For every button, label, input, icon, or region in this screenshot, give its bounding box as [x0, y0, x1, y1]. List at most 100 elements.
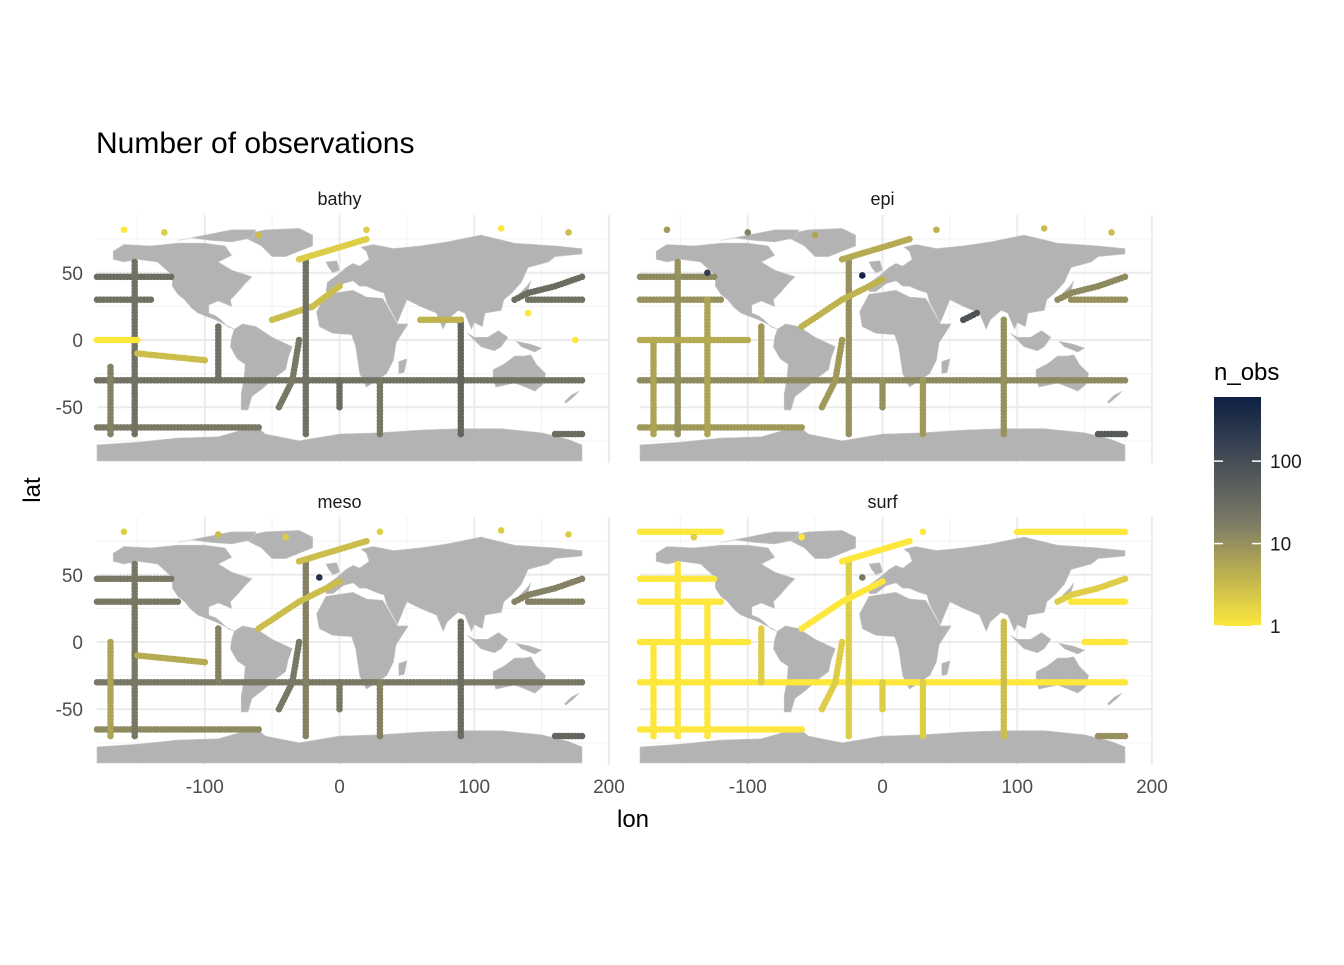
observation-point [255, 424, 262, 431]
observation-point [120, 226, 128, 234]
y-tick-label: 0 [72, 633, 83, 654]
x-tick-label: 100 [458, 777, 490, 798]
landmass [1107, 692, 1123, 706]
observation-point [879, 276, 886, 283]
y-tick-label: 50 [62, 566, 83, 587]
observation-point [1121, 296, 1129, 304]
land-layer [639, 228, 1126, 462]
observation-point [663, 226, 671, 234]
landmass [1010, 330, 1052, 352]
observation-point [376, 528, 384, 536]
observation-point [363, 235, 370, 243]
landmass [941, 358, 951, 374]
observation-point [336, 578, 343, 585]
landmass [492, 656, 546, 694]
observation-point [215, 323, 222, 330]
observation-point [134, 336, 141, 344]
observation-point [1108, 229, 1115, 236]
landmass [868, 562, 883, 576]
observation-point [315, 574, 323, 581]
observation-point [1121, 638, 1129, 646]
observation-point [1121, 598, 1129, 605]
observation-point [811, 231, 819, 239]
x-tick-label: 200 [593, 777, 625, 798]
observation-point [704, 269, 711, 277]
legend-title: n_obs [1214, 359, 1279, 386]
observation-point [457, 618, 465, 626]
observation-point [758, 625, 765, 632]
legend-colorbar [1214, 397, 1261, 626]
observation-point [107, 638, 114, 646]
landmass [783, 228, 856, 257]
observation-point [798, 533, 805, 541]
observation-point [674, 560, 681, 568]
observation-point [919, 377, 927, 384]
observation-point [858, 272, 866, 279]
landmass [1058, 642, 1086, 655]
landmass [859, 289, 952, 388]
observation-point [879, 679, 886, 686]
observation-point [167, 575, 175, 583]
observation-point [578, 679, 586, 686]
landmass [325, 562, 340, 576]
observation-point [214, 531, 222, 538]
observation-point [336, 679, 343, 686]
landmass [941, 660, 951, 676]
observation-point [457, 316, 465, 324]
observation-point [933, 226, 940, 234]
landmass [398, 358, 408, 374]
legend-tick-label: 10 [1270, 535, 1291, 556]
observation-point [838, 336, 846, 344]
landmass [720, 531, 800, 545]
observation-point [147, 296, 155, 304]
observation-point [376, 377, 384, 384]
observation-point [717, 528, 725, 536]
observation-point [717, 296, 725, 304]
y-tick-label: -50 [56, 700, 83, 721]
observation-point [215, 625, 222, 632]
observation-point [879, 377, 886, 384]
landmass [655, 544, 796, 632]
landmass [112, 242, 253, 330]
observation-point [578, 296, 586, 304]
land-layer [96, 228, 583, 462]
landmass [868, 260, 883, 274]
observation-point [565, 229, 572, 236]
landmass [230, 323, 293, 411]
landmass [177, 229, 257, 243]
landmass [177, 531, 257, 545]
observation-point [838, 638, 846, 646]
y-tick-label: 0 [72, 331, 83, 352]
color-legend: n_obs 1 10 100 [1214, 359, 1302, 638]
panel-meso: meso -50 0 50 -100 0 100 200 [56, 492, 625, 798]
landmass [467, 330, 509, 352]
landmass [1107, 390, 1123, 404]
observation-point [690, 533, 698, 541]
observation-point [798, 726, 805, 733]
observation-point [571, 336, 579, 344]
panel-strip-label: surf [867, 492, 898, 512]
observation-point [578, 430, 586, 438]
observation-point [1040, 225, 1048, 232]
landmass [467, 632, 509, 654]
observation-point [336, 282, 343, 290]
observation-point [363, 226, 370, 234]
landmass [868, 234, 1126, 330]
observation-point [174, 598, 182, 605]
landmass [398, 660, 408, 676]
panel-strip-label: meso [317, 492, 361, 512]
observation-point [578, 575, 586, 583]
observation-point [201, 356, 209, 364]
x-axis-title: lon [617, 806, 649, 833]
panel-strip-label: epi [870, 189, 894, 209]
observation-point [107, 363, 114, 371]
observation-point [336, 377, 343, 384]
legend-tick-label: 100 [1270, 452, 1302, 473]
landmass [1010, 632, 1052, 654]
landmass [1058, 340, 1086, 353]
landmass [868, 536, 1126, 632]
observation-point [1121, 430, 1129, 438]
land-layer [96, 530, 583, 764]
